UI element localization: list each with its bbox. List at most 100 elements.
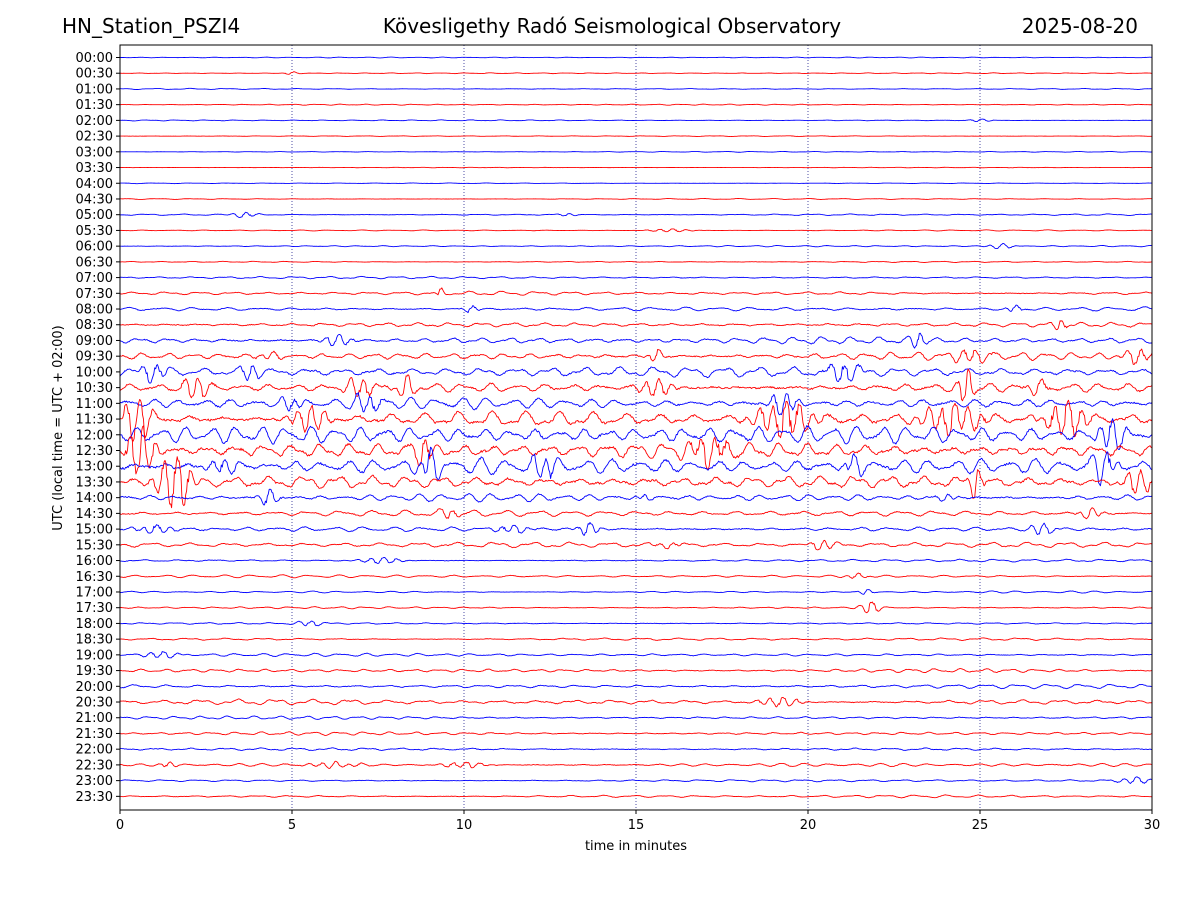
trace-line	[119, 56, 1153, 59]
trace-line	[119, 103, 1153, 106]
trace-line	[119, 620, 1153, 627]
trace-line	[119, 418, 1153, 450]
trace-line	[119, 488, 1153, 506]
y-tick-label: 17:30	[76, 601, 113, 616]
trace-line	[119, 243, 1153, 250]
trace-line	[119, 507, 1153, 520]
x-tick-label: 30	[1144, 818, 1161, 833]
y-tick-label: 23:00	[76, 774, 113, 789]
trace-line	[119, 776, 1153, 784]
x-tick-label: 5	[288, 818, 296, 833]
trace-line	[119, 637, 1153, 642]
trace-line	[119, 794, 1153, 799]
y-tick-label: 21:00	[76, 711, 113, 726]
station-title: HN_Station_PSZI4	[62, 14, 241, 38]
y-tick-label: 16:30	[76, 570, 113, 585]
trace-line	[119, 348, 1153, 365]
y-tick-label: 19:00	[76, 648, 113, 663]
y-tick-label: 13:00	[76, 460, 113, 475]
y-tick-label: 11:00	[76, 397, 113, 412]
y-tick-label: 02:00	[76, 114, 113, 129]
y-tick-label: 11:30	[76, 413, 113, 428]
x-tick-label: 10	[456, 818, 473, 833]
seismic-traces	[119, 56, 1153, 799]
y-tick-label: 04:30	[76, 192, 113, 207]
x-tick-label: 25	[972, 818, 989, 833]
trace-line	[119, 760, 1153, 769]
x-tick-label: 15	[628, 818, 645, 833]
trace-line	[119, 747, 1153, 752]
trace-line	[119, 522, 1153, 536]
trace-line	[119, 197, 1153, 200]
y-tick-label: 10:30	[76, 381, 113, 396]
y-tick-label: 16:00	[76, 554, 113, 569]
y-tick-label: 20:00	[76, 680, 113, 695]
trace-line	[119, 320, 1153, 331]
y-tick-label: 07:00	[76, 271, 113, 286]
y-tick-label: 06:30	[76, 255, 113, 270]
y-tick-label: 21:30	[76, 727, 113, 742]
trace-line	[119, 118, 1153, 123]
trace-line	[119, 668, 1153, 674]
y-tick-label: 05:30	[76, 224, 113, 239]
trace-line	[119, 211, 1153, 218]
y-axis: 00:0000:3001:0001:3002:0002:3003:0003:30…	[76, 51, 120, 805]
trace-line	[119, 589, 1153, 595]
observatory-title: Kövesligethy Radó Seismological Observat…	[382, 14, 842, 38]
y-tick-label: 14:30	[76, 507, 113, 522]
y-tick-label: 10:00	[76, 365, 113, 380]
trace-line	[119, 731, 1153, 736]
y-tick-label: 01:30	[76, 98, 113, 113]
trace-line	[119, 287, 1153, 296]
y-tick-label: 04:00	[76, 177, 113, 192]
y-tick-label: 20:30	[76, 696, 113, 711]
y-tick-label: 17:00	[76, 585, 113, 600]
trace-line	[119, 368, 1153, 402]
trace-line	[119, 601, 1152, 614]
trace-line	[119, 425, 1153, 475]
trace-line	[119, 332, 1153, 349]
trace-line	[119, 456, 1153, 509]
y-tick-label: 09:00	[76, 334, 113, 349]
y-tick-label: 05:00	[76, 208, 113, 223]
y-tick-label: 15:00	[76, 523, 113, 538]
trace-line	[119, 166, 1153, 169]
trace-line	[119, 228, 1153, 233]
trace-line	[119, 539, 1153, 551]
y-tick-label: 23:30	[76, 790, 113, 805]
y-tick-label: 12:30	[76, 444, 113, 459]
trace-line	[119, 135, 1153, 137]
trace-line	[119, 683, 1153, 690]
y-tick-label: 06:00	[76, 240, 113, 255]
y-tick-label: 09:30	[76, 350, 113, 365]
y-axis-label: UTC (local time = UTC + 02:00)	[51, 325, 66, 530]
trace-line	[119, 398, 1153, 442]
trace-line	[119, 182, 1153, 185]
trace-line	[119, 275, 1153, 280]
y-tick-label: 03:30	[76, 161, 113, 176]
y-tick-label: 12:00	[76, 428, 113, 443]
date-title: 2025-08-20	[1021, 14, 1138, 38]
y-tick-label: 07:30	[76, 287, 113, 302]
y-tick-label: 00:30	[76, 67, 113, 82]
y-tick-label: 22:00	[76, 743, 113, 758]
y-tick-label: 14:00	[76, 491, 113, 506]
trace-line	[119, 363, 1153, 384]
trace-line	[119, 557, 1153, 564]
trace-line	[119, 715, 1153, 720]
trace-line	[119, 572, 1153, 579]
y-tick-label: 02:30	[76, 130, 113, 145]
x-axis: 0 5 10 15 20 25 30	[116, 810, 1160, 833]
trace-line	[119, 150, 1153, 153]
trace-line	[119, 392, 1153, 416]
y-tick-label: 00:00	[76, 51, 113, 66]
y-tick-label: 08:00	[76, 303, 113, 318]
x-tick-label: 20	[800, 818, 817, 833]
y-tick-label: 18:30	[76, 633, 113, 648]
trace-line	[119, 446, 1153, 487]
y-tick-label: 22:30	[76, 758, 113, 773]
x-tick-label: 0	[116, 818, 124, 833]
x-axis-label: time in minutes	[585, 839, 687, 854]
y-tick-label: 18:00	[76, 617, 113, 632]
